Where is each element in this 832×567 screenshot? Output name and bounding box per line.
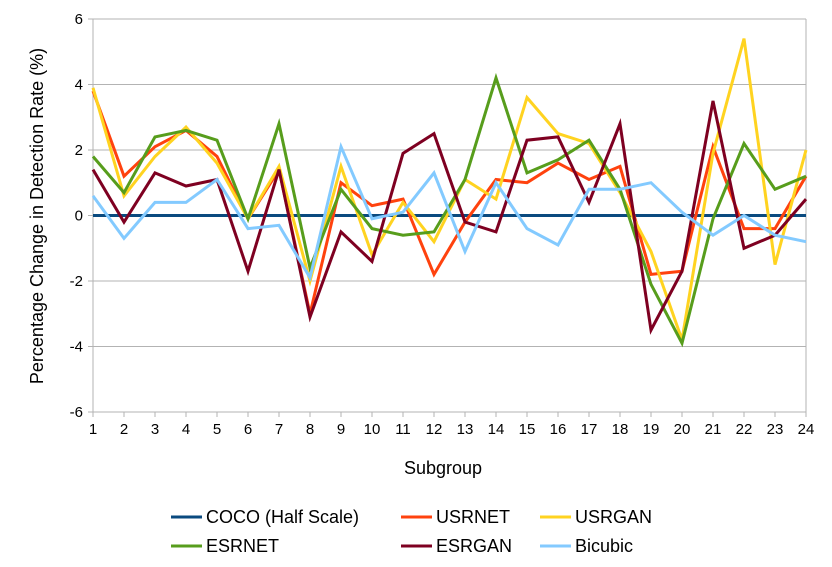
x-tick-label: 11 xyxy=(395,421,411,438)
y-tick-label: 2 xyxy=(75,142,83,159)
x-tick-label: 13 xyxy=(457,421,474,438)
legend-label: Bicubic xyxy=(575,536,633,556)
y-tick-labels: -6 -4 -2 0 2 4 6 xyxy=(70,11,83,421)
x-tick-label: 15 xyxy=(519,421,536,438)
legend-item-esrnet: ESRNET xyxy=(171,536,279,556)
x-tick-label: 17 xyxy=(581,421,598,438)
x-tick-label: 12 xyxy=(426,421,443,438)
legend-item-coco-half-scale: COCO (Half Scale) xyxy=(171,507,359,527)
x-tick-label: 3 xyxy=(151,421,159,438)
y-tick-label: -2 xyxy=(70,273,83,290)
x-tick-label: 2 xyxy=(120,421,128,438)
legend-item-usrgan: USRGAN xyxy=(540,507,652,527)
y-tick-label: -6 xyxy=(70,404,83,421)
x-tick-label: 20 xyxy=(674,421,691,438)
x-tick-label: 16 xyxy=(550,421,567,438)
x-tick-label: 5 xyxy=(213,421,221,438)
y-tick-label: 4 xyxy=(75,77,83,94)
legend: COCO (Half Scale) USRNET USRGAN ESRNET ESRGA… xyxy=(171,507,652,556)
x-tick-label: 19 xyxy=(643,421,660,438)
series-lines xyxy=(91,38,808,348)
legend-label: ESRGAN xyxy=(436,536,512,556)
x-tick-label: 7 xyxy=(275,421,283,438)
x-axis-title: Subgroup xyxy=(404,458,482,478)
series-line-usrgan xyxy=(91,38,808,341)
legend-label: USRGAN xyxy=(575,507,652,527)
y-axis-title: Percentage Change in Detection Rate (%) xyxy=(27,48,47,384)
legend-label: ESRNET xyxy=(206,536,279,556)
x-tick-label: 22 xyxy=(736,421,753,438)
x-tick-label: 10 xyxy=(364,421,381,438)
x-tick-label: 4 xyxy=(182,421,190,438)
y-tick-label: 0 xyxy=(75,208,83,225)
legend-item-esrgan: ESRGAN xyxy=(401,536,512,556)
x-tick-label: 1 xyxy=(89,421,97,438)
x-tick-label: 21 xyxy=(705,421,722,438)
y-tick-label: -4 xyxy=(70,339,83,356)
x-tick-label: 9 xyxy=(337,421,345,438)
x-tick-label: 6 xyxy=(244,421,252,438)
x-tick-label: 24 xyxy=(798,421,815,438)
x-tick-label: 23 xyxy=(767,421,784,438)
legend-label: USRNET xyxy=(436,507,510,527)
y-tick-label: 6 xyxy=(75,11,83,28)
series-line-bicubic xyxy=(91,141,807,282)
series-line-esrnet xyxy=(91,72,807,348)
legend-label: COCO (Half Scale) xyxy=(206,507,359,527)
series-line-esrgan xyxy=(91,100,808,335)
x-tick-labels: 1 2 3 4 5 6 7 8 9 10 11 12 13 14 15 16 17 18 19 20 21 22 23 24 xyxy=(89,421,815,438)
x-tick-label: 18 xyxy=(612,421,629,438)
legend-item-usrnet: USRNET xyxy=(401,507,510,527)
legend-item-bicubic: Bicubic xyxy=(540,536,633,556)
x-tick-label: 8 xyxy=(306,421,314,438)
x-tick-label: 14 xyxy=(488,421,505,438)
